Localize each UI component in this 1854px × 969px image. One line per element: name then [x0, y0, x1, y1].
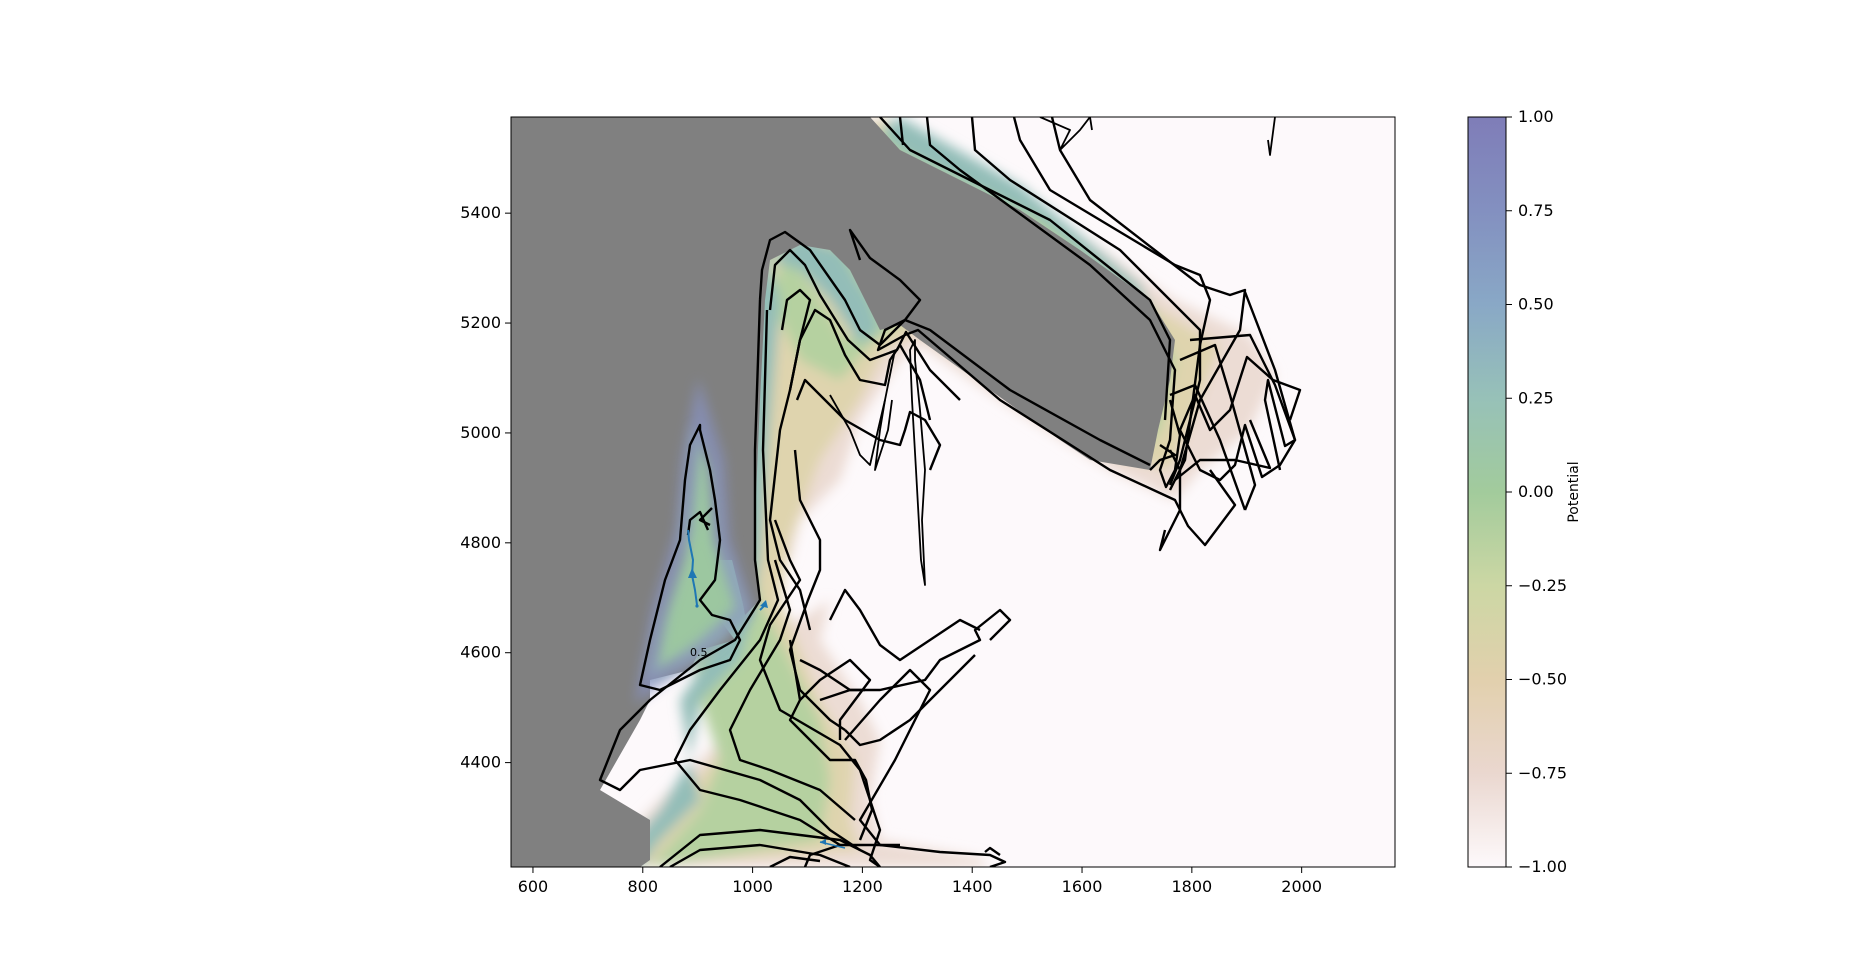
- colorbar-tick-label: 0.50: [1518, 295, 1554, 314]
- x-tick-label: 600: [518, 877, 549, 896]
- y-tick-label: 5200: [460, 313, 501, 332]
- colorbar-tick-label: −0.50: [1518, 670, 1567, 689]
- x-tick-label: 2000: [1281, 877, 1322, 896]
- y-tick-label: 5000: [460, 423, 501, 442]
- contour-line: [768, 248, 961, 401]
- contour-line: [1039, 117, 1091, 151]
- x-tick-label: 800: [628, 877, 659, 896]
- colorbar-tick-label: 0.25: [1518, 388, 1554, 407]
- colorbar-tick-label: −1.00: [1518, 857, 1567, 876]
- flow-arrow-start: [695, 604, 699, 608]
- flow-arrow-left: [687, 529, 698, 606]
- x-tick-label: 1400: [952, 877, 993, 896]
- contour-line: [1267, 117, 1276, 156]
- contour-line: [1012, 117, 1212, 481]
- colorbar: 1.00 0.75 0.50 0.25 0.00 −0.25 −0.50 −0.75 −1.00…: [1467, 107, 1582, 876]
- contour-line: [799, 658, 872, 740]
- contour-line: [1174, 419, 1272, 481]
- y-tick-label: 4600: [460, 643, 501, 662]
- flow-arrowhead: [820, 839, 826, 845]
- x-tick-label: 1000: [732, 877, 773, 896]
- contour-line: [769, 855, 821, 867]
- contour-line: [879, 117, 1172, 421]
- left-lobe-edge: [634, 378, 755, 704]
- x-tick-label: 1800: [1171, 877, 1212, 896]
- contour-line: [795, 378, 942, 471]
- contour-line: [788, 639, 874, 841]
- contour-line: [799, 658, 865, 692]
- contour-line: [1178, 291, 1302, 482]
- y-tick-label: 4800: [460, 533, 501, 552]
- contour-line: [788, 308, 932, 421]
- contour-line: [844, 654, 976, 747]
- x-tick-label: 1600: [1062, 877, 1103, 896]
- contour-line: [673, 309, 841, 847]
- contour-line: [984, 846, 1001, 856]
- y-tick-label: 5400: [460, 203, 501, 222]
- contour-line: [638, 423, 742, 692]
- contour-line: [1169, 383, 1247, 511]
- contour-line: [698, 507, 713, 527]
- contour-line: [728, 559, 856, 821]
- contour-label: 0.5: [690, 646, 708, 659]
- colorbar-label: Potential: [1566, 461, 1582, 522]
- contour-line: [1149, 444, 1177, 471]
- contour-line: [829, 394, 886, 466]
- left-lobe-field: [648, 425, 745, 678]
- contour-line: [1050, 117, 1247, 491]
- contour-line: [874, 349, 896, 471]
- plot-area: 0.5: [510, 116, 1396, 868]
- colorbar-bar: [1467, 116, 1507, 868]
- contour-line: [669, 843, 851, 867]
- contour-line: [1179, 343, 1257, 511]
- flow-arrowhead: [760, 600, 768, 608]
- colorbar-tick-label: 1.00: [1518, 107, 1554, 126]
- x-axis: 600 800 1000 1200 1400 1600 1800 2000: [518, 867, 1322, 896]
- contour-line: [758, 228, 922, 347]
- plot-frame: [510, 116, 1396, 868]
- contour-lines: [598, 117, 1302, 867]
- colorbar-ticks: 1.00 0.75 0.50 0.25 0.00 −0.25 −0.50 −0.75 −1.00: [1506, 107, 1567, 876]
- contour-line: [788, 449, 846, 731]
- contour-line: [1089, 117, 1093, 131]
- colorbar-tick-label: 0.75: [1518, 201, 1554, 220]
- y-tick-label: 4400: [460, 753, 501, 772]
- y-axis: 4400 4600 4800 5000 5200 5400: [460, 203, 511, 772]
- contour-line: [803, 843, 1007, 867]
- contour-line: [1189, 333, 1297, 471]
- contour-line: [844, 668, 932, 847]
- flow-arrowhead: [688, 568, 697, 578]
- colorbar-tick-label: −0.75: [1518, 763, 1567, 782]
- contour-line: [598, 299, 861, 851]
- contour-line: [828, 588, 981, 662]
- contour-line: [659, 828, 881, 867]
- contour-line: [970, 117, 1202, 486]
- contour-line: [909, 339, 926, 586]
- masked-region-upper: [511, 117, 1175, 867]
- colorbar-tick-label: −0.25: [1518, 576, 1567, 595]
- contour-line: [1158, 449, 1182, 552]
- flow-arrows: [687, 529, 846, 849]
- x-tick-label: 1200: [842, 877, 883, 896]
- colorbar-tick-label: 0.00: [1518, 482, 1554, 501]
- contour-line: [876, 318, 1237, 547]
